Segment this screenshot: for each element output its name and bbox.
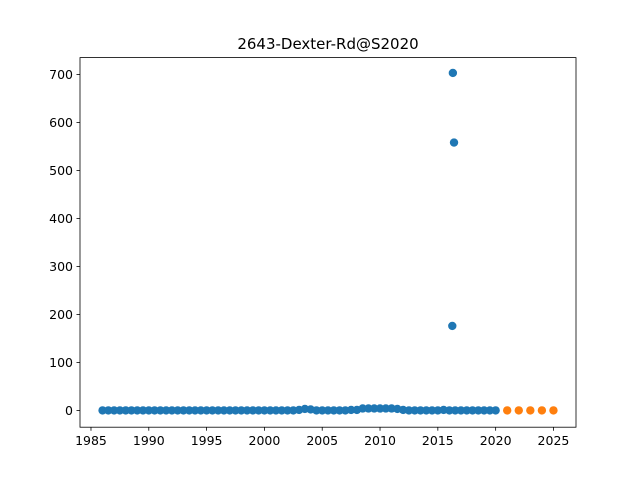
point [468,406,477,415]
point [364,404,373,413]
y-tick-label: 400 [49,211,73,226]
point [231,406,240,415]
plot-frame [79,57,577,428]
point [156,406,165,415]
x-tick-label: 2025 [538,433,570,448]
point [242,406,252,415]
point [173,406,182,415]
y-tick-label: 700 [49,67,73,82]
point [404,406,414,415]
point [358,404,367,413]
point [138,406,148,415]
point [445,406,454,415]
point [549,406,558,415]
point [448,68,458,78]
y-tick-label: 300 [49,259,73,274]
y-tick-label: 200 [49,307,73,322]
point [503,406,512,415]
point [427,406,437,415]
point [265,406,275,415]
y-tick-label: 100 [49,355,73,370]
point [479,406,489,415]
point [335,406,344,415]
y-tick-label: 0 [65,403,73,418]
point [526,406,535,415]
x-tick-label: 2015 [422,433,454,448]
point [329,406,338,415]
point [219,406,229,415]
point [422,406,431,415]
point [161,406,171,415]
point [121,406,130,415]
point [254,406,263,415]
point [208,406,217,415]
point [196,406,206,415]
point [456,406,466,415]
point [150,406,159,415]
point [370,404,379,413]
point [514,406,523,415]
point [375,404,385,413]
x-tick-label: 2005 [306,433,338,448]
point [448,321,457,331]
point [202,406,211,415]
point [381,404,391,413]
point [410,406,419,415]
point [144,406,153,415]
point [167,406,177,415]
point [474,406,483,415]
point [237,406,246,415]
point [323,406,333,415]
x-tick-label: 2000 [249,433,281,448]
point [449,138,459,147]
x-tick-label: 1985 [75,433,107,448]
point [260,406,269,415]
point [450,406,460,415]
point [185,406,194,415]
point [133,406,142,415]
point [248,406,258,415]
point [312,406,321,415]
x-tick-label: 1990 [133,433,165,448]
point [485,406,495,415]
point [491,406,500,415]
x-tick-label: 1995 [191,433,223,448]
point [346,405,356,415]
point [190,406,200,415]
point [416,406,425,415]
point [109,406,119,415]
point [179,406,188,415]
point [462,406,471,415]
chart-title: 2643-Dexter-Rd@S2020 [237,35,418,53]
x-tick-label: 2010 [364,433,396,448]
point [277,406,286,415]
point [318,406,327,415]
point [537,406,547,415]
point [104,406,113,415]
y-tick-label: 600 [49,115,73,130]
point [213,406,223,415]
y-tick-label: 500 [49,163,73,178]
point [98,406,107,415]
point [225,406,234,415]
point [127,406,136,415]
point [271,406,281,415]
x-tick-label: 2020 [480,433,512,448]
point [283,406,292,415]
point [115,406,125,415]
